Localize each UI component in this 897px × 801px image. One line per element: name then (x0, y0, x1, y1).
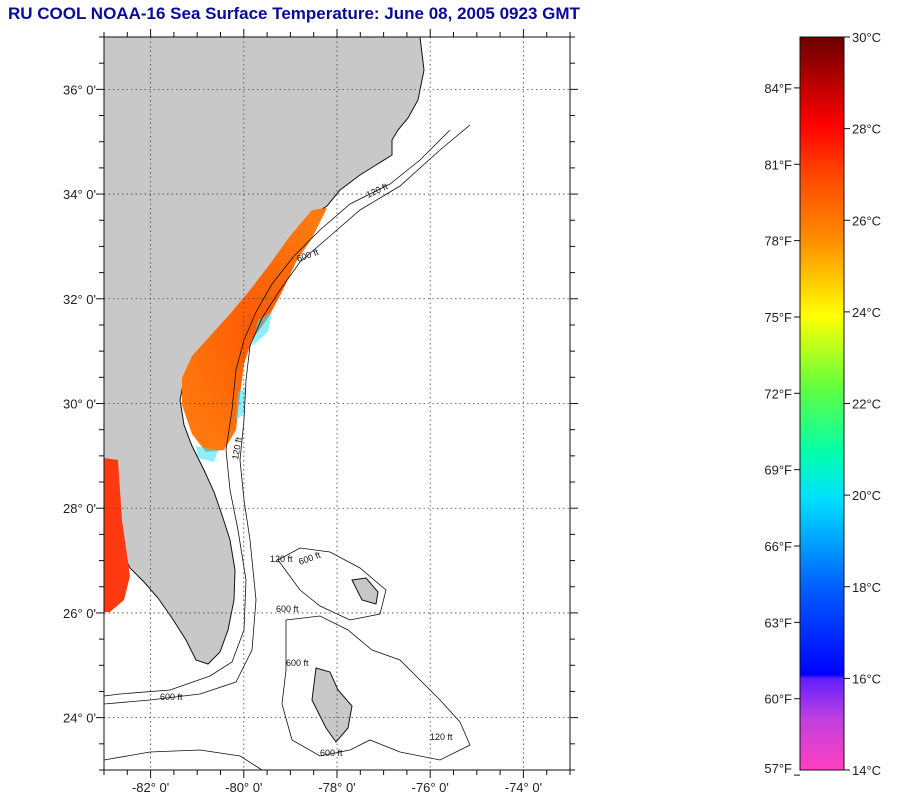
lon-tick-label: -74° 0' (505, 780, 542, 795)
land-bahamas-abaco (351, 577, 379, 605)
colorbar-label-celsius: 14°C (852, 763, 881, 778)
lon-tick-label: -76° 0' (412, 780, 449, 795)
sst-swath (182, 208, 327, 452)
isobath-label: 120 ft (230, 436, 244, 460)
map-title: RU COOL NOAA-16 Sea Surface Temperature:… (8, 4, 580, 23)
colorbar-label-celsius: 30°C (852, 30, 881, 45)
lon-tick-label: -82° 0' (132, 780, 169, 795)
colorbar-label-fahrenheit: 60°F (764, 692, 792, 707)
colorbar-label-celsius: 16°C (852, 671, 881, 686)
lat-tick-label: 32° 0' (63, 292, 96, 307)
colorbar-label-celsius: 20°C (852, 488, 881, 503)
lat-tick-label: 36° 0' (63, 82, 96, 97)
colorbar-label-fahrenheit: 69°F (764, 463, 792, 478)
lon-tick-label: -80° 0' (225, 780, 262, 795)
colorbar-label-celsius: 22°C (852, 397, 881, 412)
colorbar-scale (799, 36, 845, 771)
lat-tick-label: 26° 0' (63, 606, 96, 621)
graticule (104, 37, 570, 770)
colorbar-label-fahrenheit: 75°F (764, 310, 792, 325)
isobath-label: 600 ft (160, 692, 183, 702)
lat-tick-label: 34° 0' (63, 187, 96, 202)
longitude-axis: -82° 0' -80° 0' -78° 0' -76° 0' -74° 0' (103, 29, 571, 795)
colorbar-label-fahrenheit: 78°F (764, 234, 792, 249)
sst-swath-cool-edge (196, 312, 272, 462)
isobath-label: 600 ft (286, 658, 309, 668)
isobath-120ft (104, 129, 451, 697)
colorbar-label-celsius: 28°C (852, 122, 881, 137)
land-mainland (104, 37, 425, 665)
colorbar-label-fahrenheit: 57°F (764, 761, 792, 776)
sst-gulf-patch (104, 458, 130, 612)
isobath-label: 600 ft (320, 748, 343, 758)
latitude-axis: 36° 0' 34° 0' 32° 0' 30° 0' 28° 0' 26° 0' 24° … (63, 36, 578, 771)
colorbar-label-fahrenheit: 66°F (764, 539, 792, 554)
colorbar-celsius-labels: 30°C 28°C 26°C 24°C 22°C 20°C 18°C 16°C 14°C (844, 30, 881, 778)
colorbar-label-fahrenheit: 72°F (764, 386, 792, 401)
lat-tick-label: 24° 0' (63, 711, 96, 726)
colorbar-label-celsius: 26°C (852, 213, 881, 228)
isobath-label: 120 ft (430, 732, 453, 742)
colorbar-label-celsius: 24°C (852, 305, 881, 320)
isobath-cuba-north (104, 749, 263, 770)
colorbar-label-fahrenheit: 84°F (764, 81, 792, 96)
colorbar-label-fahrenheit: 63°F (764, 615, 792, 630)
isobath-bahamas (277, 547, 471, 761)
colorbar-label-celsius: 18°C (852, 580, 881, 595)
lat-tick-label: 28° 0' (63, 501, 96, 516)
land-bahamas-andros (311, 667, 353, 743)
lat-tick-label: 30° 0' (63, 397, 96, 412)
isobath-label: 120 ft (270, 554, 293, 564)
isobath-label: 600 ft (276, 604, 299, 614)
lon-tick-label: -78° 0' (318, 780, 355, 795)
colorbar-label-fahrenheit: 81°F (764, 157, 792, 172)
isobath-600ft (104, 124, 471, 705)
colorbar-fahrenheit-labels: 84°F 81°F 78°F 75°F 72°F 69°F 66°F 63°F 60°F 57°F (764, 81, 800, 776)
